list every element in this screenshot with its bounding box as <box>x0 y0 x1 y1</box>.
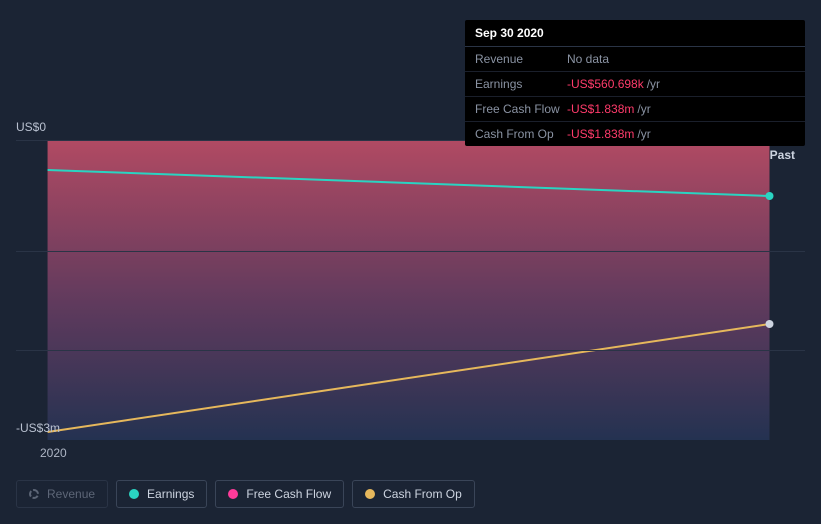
y-axis-label-top: US$0 <box>16 120 46 134</box>
legend-item[interactable]: Revenue <box>16 480 108 508</box>
legend-item-label: Free Cash Flow <box>246 487 331 501</box>
legend-item[interactable]: Earnings <box>116 480 207 508</box>
tooltip-row-value: -US$1.838m/yr <box>567 127 651 141</box>
legend-dot-icon <box>365 489 375 499</box>
tooltip-row: Free Cash Flow-US$1.838m/yr <box>465 97 805 122</box>
tooltip-row-label: Revenue <box>475 52 567 66</box>
tooltip-row-value: -US$1.838m/yr <box>567 102 651 116</box>
tooltip-row: Cash From Op-US$1.838m/yr <box>465 122 805 146</box>
tooltip-row-label: Cash From Op <box>475 127 567 141</box>
legend-item-label: Earnings <box>147 487 194 501</box>
y-axis-label-bottom: -US$3m <box>16 421 60 435</box>
chart-legend: Revenue Earnings Free Cash Flow Cash From O… <box>16 480 475 508</box>
legend-dot-icon <box>129 489 139 499</box>
chart-tooltip: Sep 30 2020 RevenueNo dataEarnings-US$56… <box>465 20 805 146</box>
legend-item-label: Revenue <box>47 487 95 501</box>
gridline <box>16 251 805 252</box>
legend-item[interactable]: Cash From Op <box>352 480 475 508</box>
x-axis-label: 2020 <box>40 446 67 460</box>
chart-series-marker <box>765 192 773 200</box>
legend-item-label: Cash From Op <box>383 487 462 501</box>
chart-series-marker <box>765 320 773 328</box>
tooltip-date: Sep 30 2020 <box>465 20 805 47</box>
tooltip-row-value: -US$560.698k/yr <box>567 77 660 91</box>
tooltip-row: Earnings-US$560.698k/yr <box>465 72 805 97</box>
tooltip-row-value: No data <box>567 52 609 66</box>
legend-item[interactable]: Free Cash Flow <box>215 480 344 508</box>
tooltip-row-label: Earnings <box>475 77 567 91</box>
financials-chart: US$0 Past -US$3m 2020 <box>16 120 805 500</box>
chart-area-fill <box>48 140 770 440</box>
chart-svg <box>16 140 805 440</box>
past-label: Past <box>770 148 795 162</box>
chart-plot-area[interactable]: Past <box>16 140 805 440</box>
tooltip-row: RevenueNo data <box>465 47 805 72</box>
legend-dot-icon <box>228 489 238 499</box>
gridline <box>16 350 805 351</box>
legend-dot-icon <box>29 489 39 499</box>
tooltip-row-label: Free Cash Flow <box>475 102 567 116</box>
